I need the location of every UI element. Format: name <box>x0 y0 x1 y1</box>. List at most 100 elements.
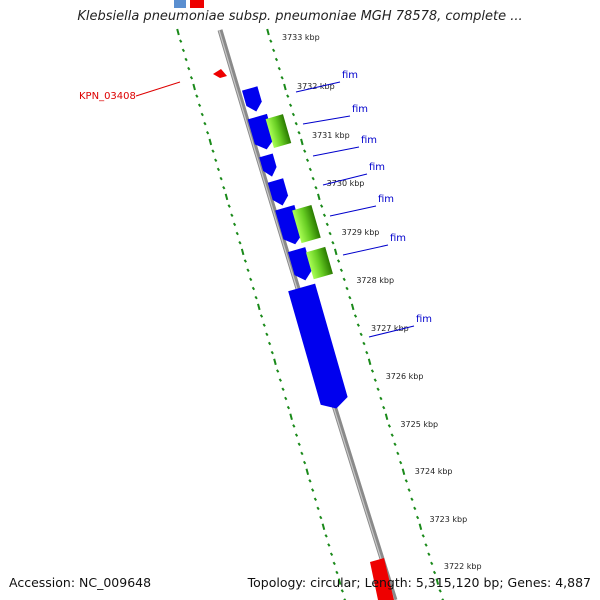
tick-mark-outer <box>410 497 414 501</box>
tick-mark-inner <box>200 112 204 117</box>
gene-arrow <box>259 153 277 177</box>
tick-mark-inner <box>259 314 264 318</box>
tick-mark-inner <box>262 323 266 327</box>
tick-mark-outer <box>365 350 369 355</box>
tick-mark-outer <box>303 149 307 153</box>
tick-mark-inner <box>308 479 312 483</box>
tick-mark-inner <box>324 534 328 538</box>
tick-mark-outer <box>333 248 338 256</box>
gene-label: fim <box>416 314 432 325</box>
reverse-gene-arrow <box>370 558 394 600</box>
gene-arrow <box>267 178 289 206</box>
tick-mark-inner <box>265 332 269 337</box>
tick-mark-outer <box>348 295 352 300</box>
gene-label: fim <box>390 233 406 244</box>
tick-mark-inner <box>176 28 180 36</box>
tick-mark-inner <box>230 213 234 217</box>
tick-mark-inner <box>297 442 301 447</box>
gene-label-leader <box>329 205 377 217</box>
gene-label-leader <box>312 146 360 157</box>
tick-mark-inner <box>240 248 245 256</box>
tick-mark-inner <box>179 39 183 43</box>
tick-mark-inner <box>254 295 258 300</box>
tick-mark-outer <box>441 598 445 600</box>
tick-mark-inner <box>211 149 215 153</box>
gene-label-leader <box>342 244 389 256</box>
tick-mark-outer <box>269 39 273 43</box>
gene-label: fim <box>342 70 358 81</box>
tick-mark-outer <box>367 358 372 366</box>
tick-mark-outer <box>311 176 315 181</box>
tick-mark-inner <box>335 570 339 575</box>
tick-mark-inner <box>319 515 323 520</box>
tick-mark-outer <box>438 589 442 593</box>
tick-mark-inner <box>278 378 282 382</box>
tick-mark-outer <box>283 83 287 91</box>
tick-mark-inner <box>340 589 344 593</box>
tick-mark-outer <box>288 103 293 108</box>
reverse-gene-arrow <box>213 69 227 78</box>
tick-mark-outer <box>435 578 440 585</box>
tick-mark-outer <box>336 259 341 263</box>
tick-mark-inner <box>192 83 196 91</box>
tick-mark-inner <box>238 240 242 245</box>
tick-mark-inner <box>327 543 331 547</box>
tick-mark-inner <box>187 66 191 71</box>
tick-mark-outer <box>331 240 335 245</box>
feature-label-leader <box>135 81 181 97</box>
tick-mark-inner <box>321 523 326 530</box>
genome-summary-text: Topology: circular; Length: 5,315,120 bp… <box>247 575 591 590</box>
tick-mark-outer <box>300 138 304 146</box>
tick-mark-inner <box>246 268 250 272</box>
tick-mark-inner <box>316 506 320 511</box>
scale-label: 3725 kbp <box>400 420 438 429</box>
tick-mark-inner <box>329 552 334 556</box>
scale-label: 3727 kbp <box>371 324 409 333</box>
tick-mark-inner <box>300 451 304 456</box>
scale-label: 3724 kbp <box>415 467 453 476</box>
tick-mark-outer <box>418 523 423 530</box>
tick-mark-outer <box>421 534 425 538</box>
tick-mark-outer <box>393 442 397 447</box>
tick-mark-inner <box>313 497 318 501</box>
tick-mark-outer <box>424 543 428 547</box>
tick-mark-inner <box>197 103 202 108</box>
tick-mark-outer <box>314 185 318 190</box>
tick-mark-outer <box>328 231 332 236</box>
tick-mark-inner <box>311 488 315 492</box>
gene-arrow <box>287 247 312 281</box>
tick-mark-inner <box>243 259 247 263</box>
tick-mark-inner <box>337 578 342 585</box>
tick-mark-outer <box>401 468 406 475</box>
tick-mark-inner <box>222 185 226 190</box>
gene-label: fim <box>369 162 385 173</box>
tick-mark-outer <box>317 193 321 201</box>
tick-mark-inner <box>284 396 288 401</box>
tick-mark-inner <box>257 303 261 311</box>
tick-mark-inner <box>294 433 299 437</box>
scale-label: 3732 kbp <box>297 82 335 91</box>
tick-mark-outer <box>413 506 417 511</box>
tick-mark-outer <box>345 286 349 291</box>
tick-mark-inner <box>181 48 186 53</box>
tick-mark-inner <box>276 369 280 373</box>
tick-mark-outer <box>427 552 431 556</box>
tick-mark-outer <box>379 396 383 401</box>
tick-mark-outer <box>370 369 375 373</box>
tick-mark-outer <box>280 76 284 80</box>
tick-mark-inner <box>251 286 256 291</box>
accession-text: Accession: NC_009648 <box>9 575 152 590</box>
tick-mark-outer <box>415 515 420 520</box>
tick-mark-inner <box>219 176 223 181</box>
tick-mark-outer <box>342 277 346 282</box>
tick-mark-inner <box>224 193 229 201</box>
tick-mark-inner <box>249 277 253 282</box>
tick-mark-outer <box>387 424 392 428</box>
tick-mark-outer <box>382 405 386 410</box>
tick-mark-inner <box>305 468 310 475</box>
gene-label-leader <box>322 173 368 186</box>
tick-mark-outer <box>339 268 344 272</box>
tick-mark-outer <box>362 341 366 346</box>
tick-mark-inner <box>343 598 347 600</box>
